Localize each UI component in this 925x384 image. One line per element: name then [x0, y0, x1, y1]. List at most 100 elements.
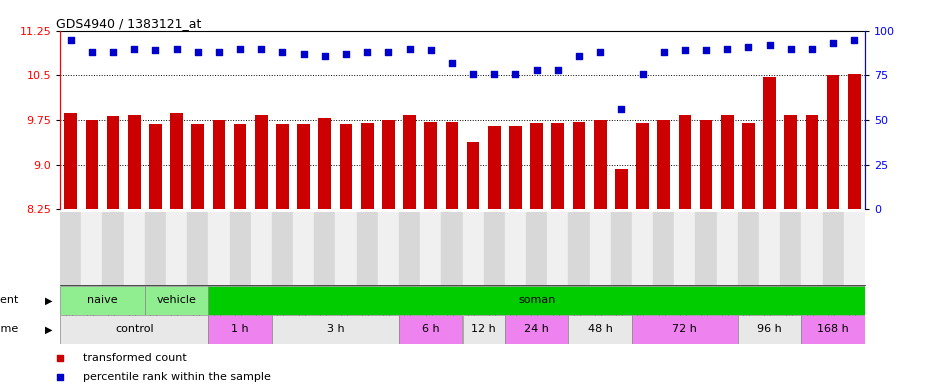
Bar [594, 120, 607, 209]
Text: 48 h: 48 h [587, 324, 612, 334]
Bar [509, 126, 522, 209]
Bar [615, 169, 628, 209]
Bar [446, 122, 458, 209]
Point [783, 46, 798, 52]
Point [847, 36, 862, 43]
Bar [336, 212, 357, 285]
Text: ▶: ▶ [45, 324, 53, 334]
Text: 24 h: 24 h [524, 324, 549, 334]
Point [741, 44, 756, 50]
Bar [149, 124, 162, 209]
Bar [462, 212, 484, 285]
Bar [60, 286, 145, 315]
Bar [696, 212, 717, 285]
Bar [103, 212, 124, 285]
Text: 72 h: 72 h [672, 324, 697, 334]
Bar [208, 315, 272, 344]
Bar [297, 124, 310, 209]
Bar [272, 212, 293, 285]
Bar [403, 115, 416, 209]
Text: agent: agent [0, 295, 18, 306]
Text: time: time [0, 324, 18, 334]
Text: vehicle: vehicle [156, 295, 196, 306]
Bar [399, 315, 462, 344]
Point [105, 49, 120, 55]
Point [614, 106, 629, 113]
Point [762, 42, 777, 48]
Point [63, 36, 78, 43]
Point [656, 49, 671, 55]
Bar [589, 212, 610, 285]
Bar [145, 212, 166, 285]
Point [593, 49, 608, 55]
Point [826, 40, 841, 46]
Point [212, 49, 227, 55]
Text: naive: naive [87, 295, 117, 306]
Point [381, 49, 396, 55]
Bar [425, 122, 438, 209]
Bar [827, 75, 840, 209]
Bar [487, 126, 500, 209]
Bar [568, 212, 589, 285]
Point [529, 67, 544, 73]
Bar [759, 212, 780, 285]
Bar [191, 124, 204, 209]
Bar [234, 124, 246, 209]
Bar [251, 212, 272, 285]
Bar [526, 212, 548, 285]
Bar [801, 315, 865, 344]
Bar [636, 123, 648, 209]
Bar [632, 212, 653, 285]
Bar [530, 123, 543, 209]
Bar [658, 120, 670, 209]
Bar [784, 115, 797, 209]
Text: percentile rank within the sample: percentile rank within the sample [83, 372, 271, 382]
Text: GDS4940 / 1383121_at: GDS4940 / 1383121_at [56, 17, 202, 30]
Bar [60, 315, 208, 344]
Bar [738, 315, 801, 344]
Bar [484, 212, 505, 285]
Point [296, 51, 311, 57]
Bar [166, 212, 187, 285]
Bar [573, 122, 586, 209]
Bar [213, 120, 226, 209]
Text: transformed count: transformed count [83, 353, 187, 363]
Bar [85, 120, 98, 209]
Bar [505, 212, 526, 285]
Point [317, 53, 332, 59]
Bar [187, 212, 208, 285]
Text: 96 h: 96 h [758, 324, 782, 334]
Text: soman: soman [518, 295, 555, 306]
Bar [208, 212, 229, 285]
Point [84, 49, 99, 55]
Point [360, 49, 375, 55]
Bar [277, 124, 289, 209]
Point [572, 53, 586, 59]
Bar [124, 212, 145, 285]
Bar [551, 123, 564, 209]
Text: 168 h: 168 h [817, 324, 849, 334]
Bar [293, 212, 315, 285]
Bar [632, 315, 738, 344]
Text: 3 h: 3 h [327, 324, 344, 334]
Bar [653, 212, 674, 285]
Bar [65, 113, 77, 209]
Point [635, 71, 650, 77]
Point [487, 71, 501, 77]
Text: 1 h: 1 h [231, 324, 249, 334]
Bar [806, 115, 819, 209]
Bar [399, 212, 420, 285]
Bar [170, 113, 183, 209]
Bar [145, 286, 208, 315]
Point [275, 49, 290, 55]
Bar [721, 115, 734, 209]
Bar [568, 315, 632, 344]
Bar [780, 212, 801, 285]
Text: control: control [115, 324, 154, 334]
Bar [208, 286, 865, 315]
Point [233, 46, 248, 52]
Bar [548, 212, 568, 285]
Bar [357, 212, 377, 285]
Point [465, 71, 480, 77]
Bar [420, 212, 441, 285]
